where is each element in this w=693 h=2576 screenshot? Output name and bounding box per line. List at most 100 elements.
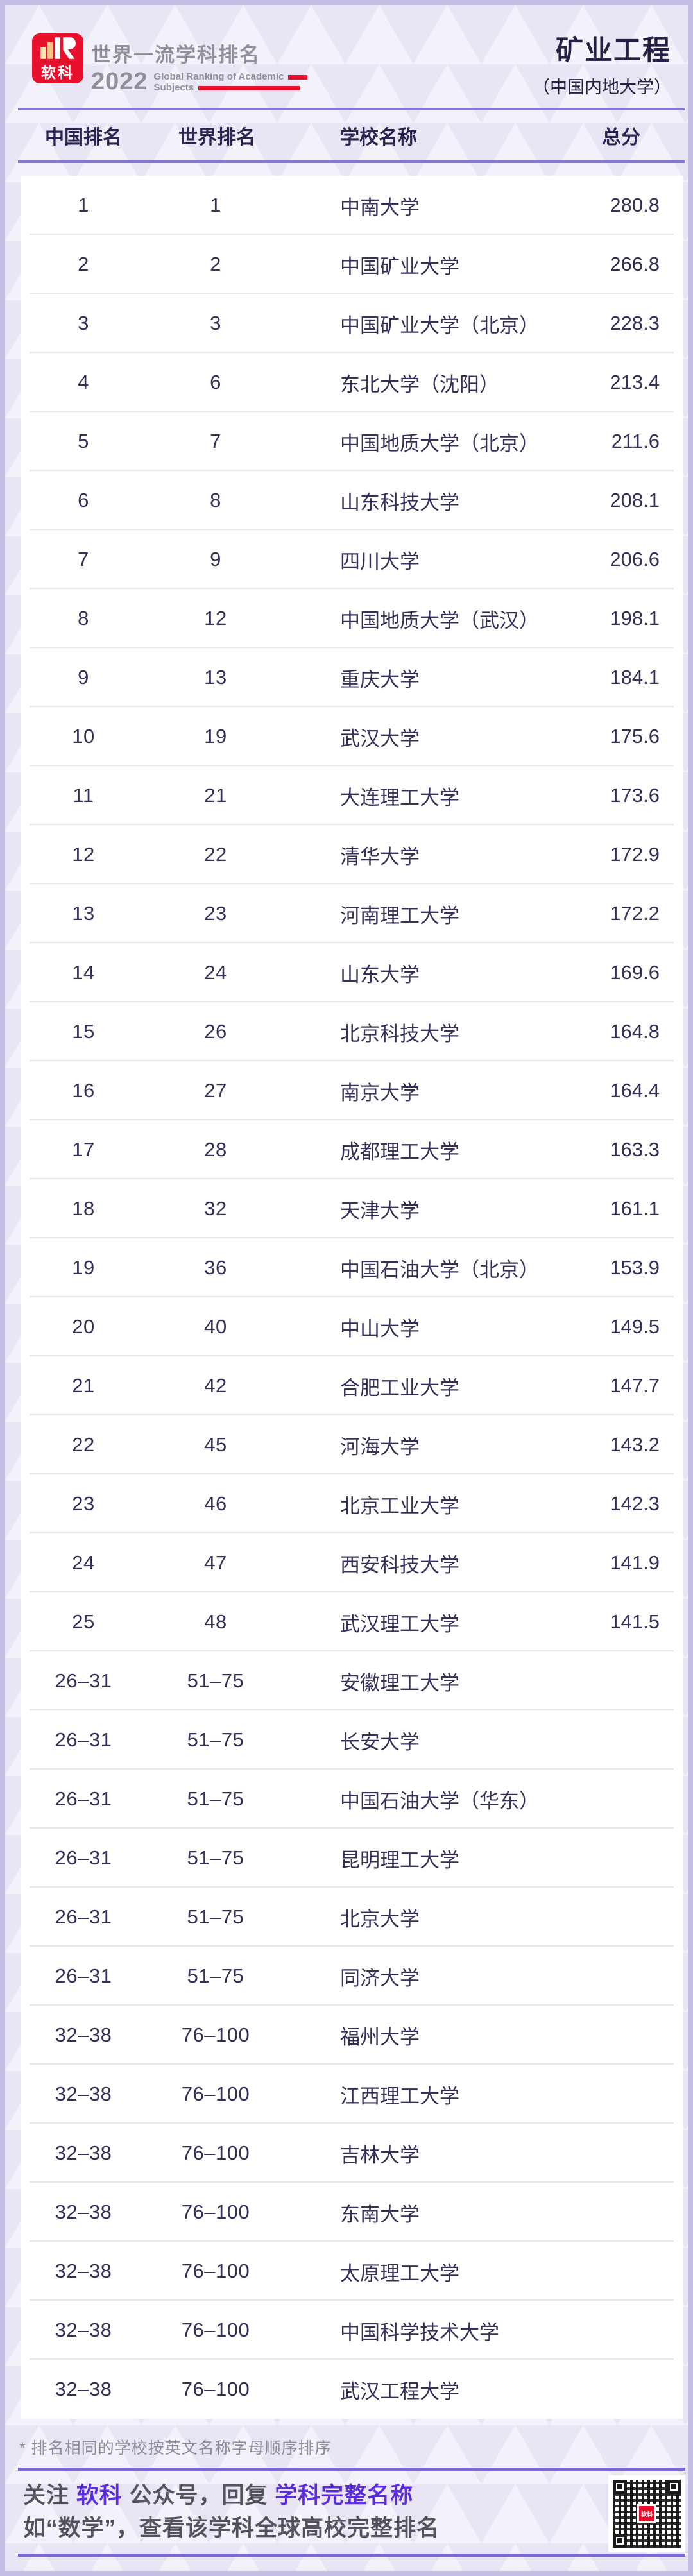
table-row: 24 47 西安科技大学 141.9 [21,1533,683,1592]
china-rank-cell: 7 [78,548,89,570]
world-rank-cell: 36 [204,1256,227,1279]
china-rank-cell: 6 [78,489,89,511]
china-rank-cell: 3 [78,312,89,334]
school-name-cell: 河海大学 [340,1435,420,1458]
china-rank-cell: 20 [72,1315,95,1338]
world-rank-cell: 2 [210,253,221,275]
china-rank-cell: 24 [72,1551,95,1574]
ranking-title-en: Global Ranking of Academic Subjects [154,71,308,93]
china-rank-cell: 15 [72,1020,95,1043]
world-rank-cell: 13 [204,666,227,688]
school-name-cell: 福州大学 [340,2026,420,2049]
china-rank-cell: 25 [72,1610,95,1633]
table-row: 4 6 东北大学（沈阳） 213.4 [21,353,683,412]
column-header-total-score: 总分 [602,127,640,148]
china-rank-cell: 26–31 [55,1787,112,1810]
china-rank-cell: 32–38 [55,2378,112,2400]
red-dash-decoration [288,74,308,80]
school-name-cell: 重庆大学 [340,668,420,691]
table-row: 26–31 51–75 昆明理工大学 [21,1829,683,1888]
world-rank-cell: 76–100 [181,2378,250,2400]
qr-finder-icon [667,2480,681,2494]
table-row: 26–31 51–75 同济大学 [21,1947,683,2006]
table-row: 10 19 武汉大学 175.6 [21,707,683,766]
total-score-cell: 161.1 [610,1197,660,1220]
school-name-cell: 大连理工大学 [340,786,459,809]
school-name-cell: 吉林大学 [340,2144,420,2167]
world-rank-cell: 28 [204,1138,227,1161]
total-score-cell: 208.1 [610,489,660,511]
qr-code: 软科 [608,2475,685,2552]
total-score-cell: 153.9 [610,1256,660,1279]
china-rank-cell: 8 [78,607,89,629]
column-header-china-rank: 中国排名 [45,127,122,148]
world-rank-cell: 21 [204,784,227,806]
total-score-cell: 142.3 [610,1492,660,1515]
china-rank-cell: 18 [72,1197,95,1220]
china-rank-cell: 5 [78,430,89,452]
school-name-cell: 东北大学（沈阳） [340,373,499,396]
table-row: 18 32 天津大学 161.1 [21,1179,683,1238]
total-score-cell: 266.8 [610,253,660,275]
school-name-cell: 中国矿业大学（北京） [340,314,539,337]
ranking-table-body: 1 1 中南大学 280.8 2 2 中国矿业大学 266.8 3 3 中国矿业… [21,176,683,2419]
china-rank-cell: 2 [78,253,89,275]
total-score-cell: 173.6 [610,784,660,806]
footer-brand-highlight: 软科 [76,2483,123,2508]
total-score-cell: 149.5 [610,1315,660,1338]
china-rank-cell: 23 [72,1492,95,1515]
table-row: 14 24 山东大学 169.6 [21,943,683,1002]
school-name-cell: 北京大学 [340,1907,420,1931]
footer-divider-top [18,2468,685,2471]
table-row: 32–38 76–100 中国科学技术大学 [21,2301,683,2360]
total-score-cell: 280.8 [610,194,660,216]
world-rank-cell: 27 [204,1079,227,1102]
school-name-cell: 北京科技大学 [340,1022,459,1045]
table-row: 12 22 清华大学 172.9 [21,825,683,884]
total-score-cell: 228.3 [610,312,660,334]
school-name-cell: 中国地质大学（北京） [340,432,539,455]
total-score-cell: 163.3 [610,1138,660,1161]
world-rank-cell: 22 [204,843,227,866]
china-rank-cell: 10 [72,725,95,747]
school-name-cell: 中国矿业大学 [340,255,459,278]
world-rank-cell: 76–100 [181,2201,250,2223]
world-rank-cell: 9 [210,548,221,570]
world-rank-cell: 23 [204,902,227,925]
subject-scope: （中国内地大学） [533,78,671,97]
table-header: 中国排名 世界排名 学校名称 总分 [18,108,685,163]
china-rank-cell: 26–31 [55,1847,112,1869]
world-rank-cell: 51–75 [187,1787,244,1810]
world-rank-cell: 45 [204,1433,227,1456]
world-rank-cell: 26 [204,1020,227,1043]
school-name-cell: 中山大学 [340,1317,420,1340]
world-rank-cell: 76–100 [181,2083,250,2105]
total-score-cell: 164.4 [610,1079,660,1102]
world-rank-cell: 19 [204,725,227,747]
table-row: 3 3 中国矿业大学（北京） 228.3 [21,294,683,353]
red-line-decoration [198,85,300,90]
footer-cta: 关注 软科 公众号，回复 学科完整名称 如“数学”，查看该学科全球高校完整排名 [23,2483,440,2541]
qr-finder-icon [613,2534,627,2548]
table-row: 32–38 76–100 太原理工大学 [21,2242,683,2301]
china-rank-cell: 26–31 [55,1965,112,1987]
total-score-cell: 164.8 [610,1020,660,1043]
china-rank-cell: 32–38 [55,2319,112,2341]
table-row: 15 26 北京科技大学 164.8 [21,1002,683,1061]
world-rank-cell: 40 [204,1315,227,1338]
china-rank-cell: 26–31 [55,1728,112,1751]
table-row: 32–38 76–100 武汉工程大学 [21,2360,683,2419]
total-score-cell: 172.2 [610,902,660,925]
table-row: 2 2 中国矿业大学 266.8 [21,235,683,294]
total-score-cell: 169.6 [610,961,660,984]
school-name-cell: 清华大学 [340,845,420,868]
subject-block: 矿业工程 （中国内地大学） [533,28,671,98]
world-rank-cell: 24 [204,961,227,984]
school-name-cell: 中国石油大学（华东） [340,1789,539,1813]
table-row: 32–38 76–100 江西理工大学 [21,2065,683,2124]
world-rank-cell: 12 [204,607,227,629]
school-name-cell: 合肥工业大学 [340,1376,459,1399]
world-rank-cell: 3 [210,312,221,334]
qr-finder-icon [613,2480,627,2494]
table-row: 20 40 中山大学 149.5 [21,1297,683,1356]
